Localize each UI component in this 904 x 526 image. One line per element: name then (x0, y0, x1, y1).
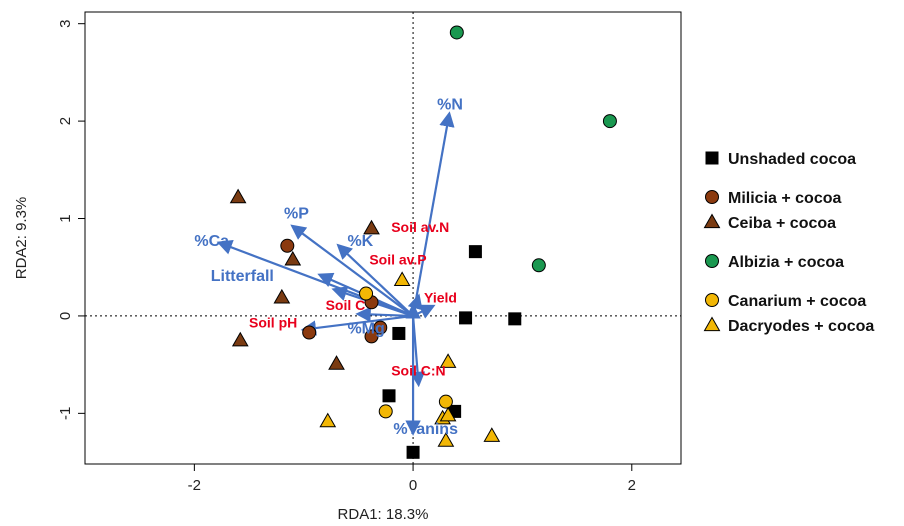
point-canarium-cocoa (359, 286, 374, 301)
axis-ticks: -2 0 2 -1 0 1 2 3 (57, 20, 636, 494)
point-milicia-cocoa (364, 329, 379, 344)
legend-key-ceiba-cocoa (703, 213, 721, 229)
vector-arrow-ca (216, 240, 414, 317)
vector-label-ca: %Ca (194, 233, 229, 250)
point-ceiba-cocoa (363, 219, 380, 235)
legend-label-unshaded-cocoa: Unshaded cocoa (728, 151, 856, 168)
vector-label-yield: Yield (424, 289, 457, 305)
point-milicia-cocoa (280, 238, 295, 253)
point-dacryodes-cocoa (439, 406, 457, 422)
vector-arrow-p (290, 224, 414, 317)
y-tick-label: -1 (57, 407, 74, 420)
point-unshaded-cocoa (468, 245, 482, 259)
y-tick-label: 3 (57, 20, 74, 28)
vector-label-p: %P (284, 206, 309, 223)
vector-arrow-soil-c (355, 306, 414, 323)
plot-frame (84, 11, 682, 465)
x-tick-label: 2 (628, 477, 636, 494)
legend-label-dacryodes-cocoa: Dacryodes + cocoa (728, 318, 874, 335)
vector-label-litterfall: Litterfall (211, 268, 274, 285)
point-ceiba-cocoa (229, 188, 247, 204)
point-albizia-cocoa (602, 114, 617, 129)
point-albizia-cocoa (449, 25, 464, 40)
legend-key-unshaded-cocoa (705, 151, 719, 165)
point-milicia-cocoa (373, 320, 388, 335)
vector-label-soil-av-p: Soil av.P (369, 251, 426, 267)
vector-label-k: %K (347, 233, 373, 250)
vector-arrow-yield (412, 304, 436, 319)
legend-label-ceiba-cocoa: Ceiba + cocoa (728, 215, 836, 232)
legend-label-milicia-cocoa: Milicia + cocoa (728, 190, 841, 207)
point-dacryodes-cocoa (319, 412, 337, 428)
y-tick-label: 0 (57, 312, 74, 320)
x-tick-label: 0 (409, 477, 417, 494)
legend-label-albizia-cocoa: Albizia + cocoa (728, 254, 844, 271)
point-ceiba-cocoa (328, 355, 345, 370)
point-milicia-cocoa (302, 325, 317, 340)
point-ceiba-cocoa (231, 331, 249, 347)
biplot-vectors (216, 111, 455, 436)
point-ceiba-cocoa (273, 288, 291, 304)
vector-label-soil-ph: Soil pH (249, 315, 297, 331)
vector-label-n: %N (437, 96, 463, 113)
point-unshaded-cocoa (508, 312, 522, 326)
vector-label-soil-c: Soil C (326, 297, 366, 313)
point-dacryodes-cocoa (437, 432, 455, 447)
vector-label-soil-c-n: Soil C:N (391, 362, 445, 378)
point-unshaded-cocoa (392, 326, 406, 340)
legend-key-dacryodes-cocoa (703, 316, 721, 332)
vector-labels: %N %P %K %Ca Litterfall %Mg %Tanins Soil av.N So… (194, 96, 463, 437)
vector-label-tanins: %Tanins (393, 421, 458, 438)
point-ceiba-cocoa (284, 250, 302, 266)
y-tick-label: 1 (57, 214, 74, 222)
x-tick-label: -2 (188, 477, 201, 494)
vector-arrow-soil-ph (300, 314, 414, 336)
point-unshaded-cocoa (459, 311, 473, 325)
vector-label-soil-av-n: Soil av.N (391, 219, 449, 235)
point-canarium-cocoa (378, 404, 393, 419)
site-points (229, 25, 617, 459)
legend-key-canarium-cocoa (705, 293, 719, 307)
legend: Unshaded cocoa Milicia + cocoa Ceiba + coc… (703, 151, 874, 335)
point-albizia-cocoa (531, 258, 546, 273)
legend-label-canarium-cocoa: Canarium + cocoa (728, 293, 866, 310)
y-axis-title: RDA2: 9.3% (13, 197, 30, 280)
point-unshaded-cocoa (382, 389, 396, 403)
legend-key-milicia-cocoa (705, 190, 719, 204)
vector-arrow-n (411, 111, 455, 317)
point-dacryodes-cocoa (483, 427, 501, 442)
vector-arrow-soil-c-n (409, 315, 426, 388)
point-dacryodes-cocoa (393, 271, 411, 287)
x-axis-title: RDA1: 18.3% (338, 506, 429, 523)
vector-arrow-k (336, 243, 414, 317)
point-unshaded-cocoa (406, 445, 420, 459)
y-tick-label: 2 (57, 117, 74, 125)
legend-key-albizia-cocoa (705, 254, 719, 268)
point-canarium-cocoa (438, 394, 453, 409)
vector-label-mg: %Mg (347, 320, 384, 337)
point-dacryodes-cocoa (439, 353, 457, 368)
